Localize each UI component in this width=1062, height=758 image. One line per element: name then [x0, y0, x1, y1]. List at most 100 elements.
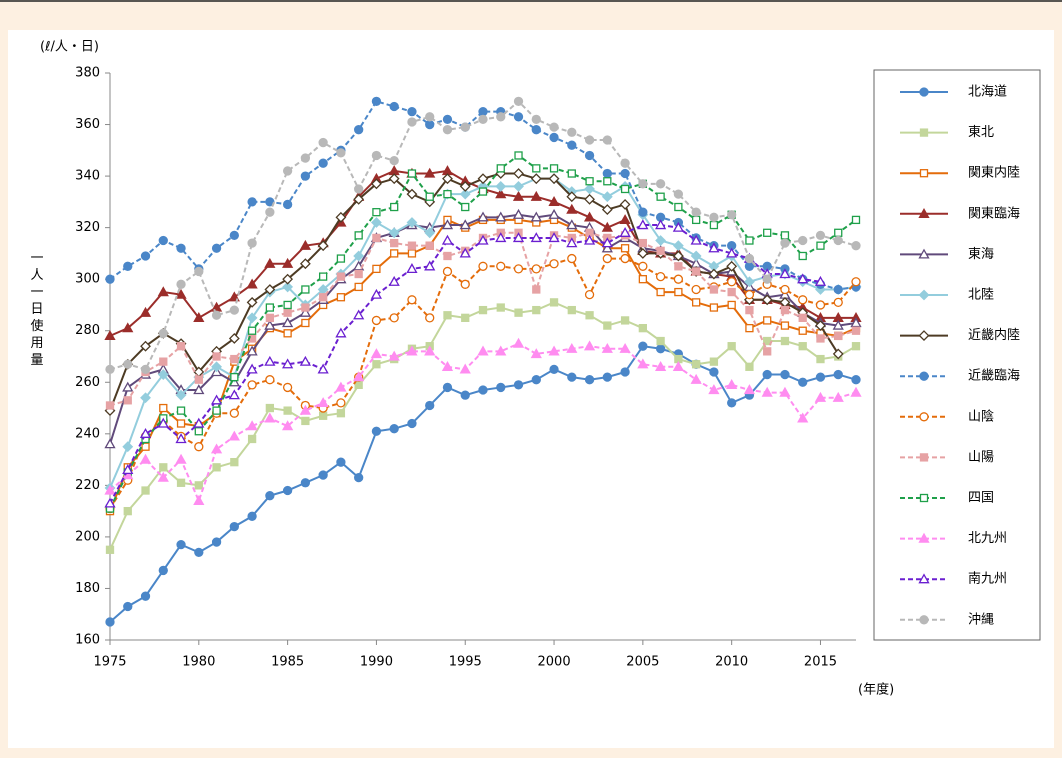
marker — [478, 305, 488, 315]
marker — [247, 326, 257, 335]
marker — [390, 202, 399, 212]
marker — [743, 384, 756, 395]
marker — [264, 284, 276, 295]
marker — [919, 412, 929, 422]
marker — [301, 303, 310, 312]
marker — [850, 386, 862, 397]
marker — [833, 297, 843, 308]
marker — [371, 315, 382, 326]
x-tick-label: 1995 — [449, 655, 482, 670]
marker — [140, 340, 151, 352]
marker — [140, 591, 151, 601]
marker — [336, 293, 346, 302]
marker — [918, 532, 930, 543]
marker — [674, 262, 683, 271]
marker — [530, 211, 542, 222]
marker — [264, 355, 276, 366]
marker — [780, 238, 790, 248]
marker — [567, 127, 577, 137]
marker — [779, 268, 791, 279]
marker — [798, 377, 808, 387]
marker — [176, 406, 186, 415]
marker — [283, 308, 292, 317]
marker — [442, 114, 453, 125]
marker — [584, 150, 595, 161]
marker — [495, 180, 507, 192]
marker — [105, 401, 115, 410]
marker — [619, 226, 631, 237]
marker — [638, 238, 648, 248]
marker — [159, 403, 168, 413]
marker — [638, 179, 648, 189]
x-tick-label: 2010 — [715, 655, 748, 670]
marker — [282, 273, 294, 285]
marker — [744, 289, 755, 300]
legend-label: 山陰 — [968, 409, 994, 424]
marker — [496, 382, 506, 393]
marker — [354, 184, 364, 194]
marker — [514, 308, 523, 317]
marker — [548, 345, 560, 356]
series — [105, 96, 861, 375]
marker — [478, 114, 488, 125]
marker — [372, 264, 381, 274]
x-tick-label: 1985 — [271, 655, 304, 670]
y-tick-label: 300 — [75, 272, 100, 287]
marker — [175, 453, 187, 464]
marker — [532, 164, 541, 173]
marker — [193, 384, 205, 395]
marker — [460, 279, 470, 289]
marker — [246, 420, 258, 431]
marker — [656, 336, 665, 346]
marker — [513, 180, 524, 192]
marker — [353, 250, 365, 262]
marker — [176, 279, 186, 289]
marker — [532, 285, 541, 294]
marker — [193, 417, 205, 428]
marker — [727, 277, 737, 287]
marker — [496, 112, 506, 122]
legend-label: 北九州 — [968, 531, 1007, 546]
marker — [300, 478, 311, 488]
marker — [780, 321, 790, 330]
marker — [443, 251, 452, 261]
marker — [548, 232, 560, 243]
marker — [620, 253, 630, 264]
marker — [814, 275, 827, 286]
marker — [105, 274, 115, 284]
marker — [371, 178, 382, 190]
marker — [690, 250, 702, 262]
marker — [104, 330, 116, 341]
marker — [530, 190, 542, 201]
marker — [194, 481, 203, 490]
marker — [637, 247, 649, 259]
marker — [229, 408, 239, 418]
marker — [459, 188, 471, 200]
marker — [638, 261, 648, 271]
marker — [779, 386, 791, 397]
marker — [832, 391, 844, 402]
marker — [336, 254, 346, 263]
marker — [726, 247, 738, 258]
marker — [283, 300, 292, 310]
marker — [318, 470, 328, 480]
marker — [157, 286, 169, 297]
x-tick-label: 1975 — [93, 655, 126, 670]
marker — [548, 173, 560, 185]
marker — [388, 275, 400, 286]
marker — [478, 385, 488, 395]
marker — [708, 384, 720, 395]
legend-box — [873, 69, 1041, 641]
marker — [141, 486, 150, 495]
marker — [441, 219, 454, 230]
marker — [283, 406, 292, 415]
marker — [620, 244, 630, 253]
marker — [601, 204, 613, 216]
marker — [655, 344, 666, 354]
marker — [443, 189, 452, 199]
marker — [141, 442, 150, 451]
marker — [726, 260, 738, 272]
marker — [299, 355, 311, 366]
marker — [157, 471, 169, 482]
marker — [318, 272, 328, 281]
